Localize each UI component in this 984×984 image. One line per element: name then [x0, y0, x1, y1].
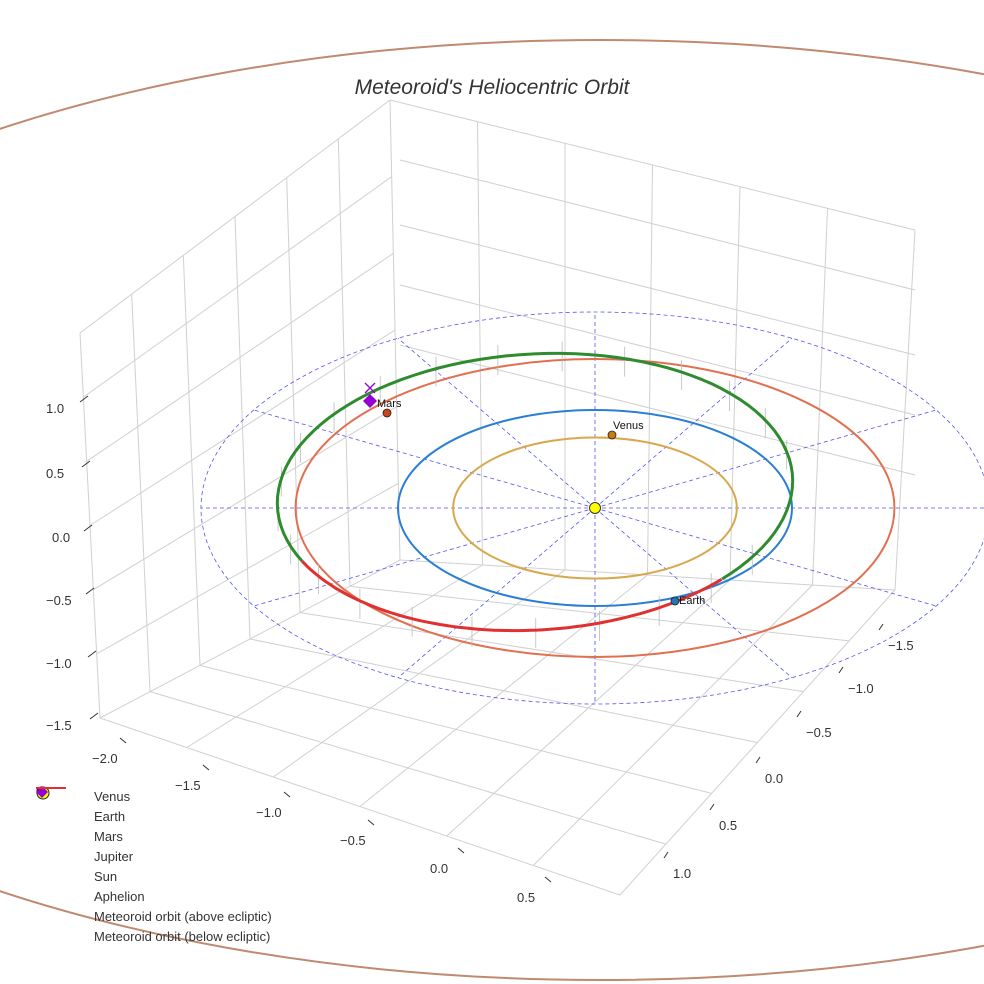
legend-label: Venus	[94, 788, 131, 804]
grid-line	[477, 121, 483, 566]
reference-spoke	[397, 337, 596, 509]
planet-label-venus: Venus	[613, 420, 644, 432]
x-tick	[457, 847, 465, 854]
z-tick-label: 0.0	[52, 530, 71, 545]
grid-line	[812, 208, 828, 586]
z-tick	[83, 524, 93, 532]
grid-line	[399, 159, 916, 291]
z-tick	[89, 712, 99, 720]
x-tick	[283, 791, 291, 798]
x-tick	[202, 764, 210, 771]
y-tick	[878, 623, 884, 631]
z-tick-label: 0.5	[46, 466, 65, 481]
reference-spoke	[594, 507, 793, 679]
x-tick-label: 0.0	[430, 861, 449, 876]
x-tick-label: 0.5	[517, 890, 536, 905]
legend-label: Mars	[94, 828, 123, 844]
grid-line	[337, 138, 351, 587]
z-tick-label: −1.5	[46, 718, 72, 733]
y-tick	[709, 803, 715, 811]
grid-line	[647, 164, 653, 576]
meteoroid-orbit-below	[300, 559, 723, 633]
y-tick-label: −1.0	[848, 681, 874, 696]
legend-item: Mars	[36, 786, 272, 846]
legend-item: Jupiter	[36, 786, 272, 866]
orbit-venus	[452, 436, 738, 580]
y-tick-label: 0.5	[719, 818, 738, 833]
sun-marker	[589, 502, 601, 514]
meteoroid-orbit-above	[275, 351, 795, 581]
grid-line	[96, 482, 399, 655]
legend-item: Venus	[36, 786, 272, 806]
pane-edge	[894, 229, 916, 591]
y-tick-label: −0.5	[806, 725, 832, 740]
legend-item: Sun	[36, 786, 272, 886]
grid-line	[446, 579, 731, 837]
grid-line	[286, 177, 301, 613]
y-tick-label: −1.5	[888, 638, 914, 653]
z-tick-label: −0.5	[46, 593, 72, 608]
x-tick	[544, 876, 552, 883]
reference-spoke	[397, 507, 596, 679]
planet-earth	[670, 596, 680, 606]
aphelion-projection-marker	[364, 382, 376, 394]
grid-line	[93, 406, 397, 591]
z-tick	[81, 460, 91, 468]
legend-item: Meteoroid orbit (above ecliptic)	[36, 787, 272, 926]
legend-item: Aphelion	[36, 786, 272, 906]
z-tick	[85, 587, 95, 595]
orbit-earth	[397, 409, 793, 607]
legend-label: Earth	[94, 808, 126, 824]
reference-spoke	[594, 337, 793, 509]
y-tick	[838, 666, 844, 674]
y-tick	[663, 851, 669, 859]
legend-label: Meteoroid orbit (above ecliptic)	[94, 908, 272, 924]
x-tick-label: −0.5	[340, 833, 366, 848]
planet-label-mars: Mars	[377, 398, 402, 410]
y-tick	[796, 710, 802, 718]
legend-label: Meteoroid orbit (below ecliptic)	[94, 928, 271, 944]
y-tick-label: 0.0	[765, 771, 784, 786]
legend: Venus Earth Mars Jupiter Sun Aphelion Meteoroi…	[36, 786, 272, 946]
y-tick-label: 1.0	[673, 866, 692, 881]
chart-title: Meteoroid's Heliocentric Orbit	[354, 76, 630, 99]
planet-label-earth: Earth	[679, 595, 706, 607]
legend-item: Meteoroid orbit (below ecliptic)	[36, 787, 272, 946]
grid-line	[729, 186, 741, 581]
legend-item: Earth	[36, 786, 272, 826]
y-tick	[755, 756, 761, 764]
z-tick-label: 1.0	[46, 401, 65, 416]
grid-line	[399, 344, 916, 476]
planet-venus	[607, 430, 617, 440]
grid-line	[249, 638, 758, 743]
grid-line	[399, 224, 916, 356]
grid-line	[399, 284, 916, 416]
planet-mars	[382, 408, 392, 418]
z-tick	[79, 395, 89, 403]
x-tick	[119, 737, 127, 744]
x-tick-label: −1.0	[256, 805, 282, 820]
x-tick-label: −1.5	[175, 778, 201, 793]
legend-label: Aphelion	[94, 888, 145, 904]
x-tick-label: −2.0	[92, 751, 118, 766]
x-tick	[367, 819, 375, 826]
z-tick-label: −1.0	[46, 656, 72, 671]
aphelion-marker	[363, 394, 377, 408]
legend-label: Sun	[94, 868, 118, 884]
orbit-mars	[294, 358, 896, 658]
jupiter-orbit	[0, 39, 984, 981]
legend-label: Jupiter	[94, 848, 134, 864]
grid-line	[149, 691, 666, 845]
z-tick	[87, 650, 97, 658]
